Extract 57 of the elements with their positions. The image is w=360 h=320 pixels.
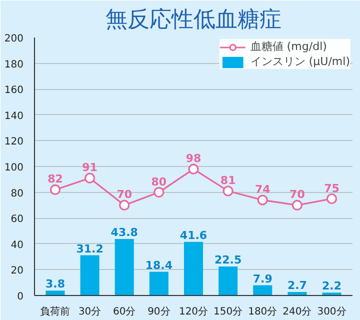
point <box>292 200 302 210</box>
x-tick-label: 180分 <box>248 306 278 318</box>
x-tick-label: 240分 <box>282 306 312 318</box>
point <box>50 184 61 196</box>
data-label: 22.5 <box>214 253 242 266</box>
bar <box>46 290 65 296</box>
data-label: 81 <box>220 174 236 188</box>
y-tick-label: 40 <box>10 240 24 251</box>
data-label: 31.2 <box>76 242 104 256</box>
y-tick-label: 180 <box>4 59 24 70</box>
data-label: 7.9 <box>252 272 272 286</box>
point <box>119 200 130 210</box>
x-tick-label: 30分 <box>78 306 102 318</box>
data-label: 98 <box>186 152 202 166</box>
y-tick-label: 160 <box>4 85 24 96</box>
y-tick-label: 120 <box>4 136 24 148</box>
y-tick-label: 60 <box>10 214 24 226</box>
legend-label: インスリン (μU/ml) <box>250 54 350 69</box>
point <box>326 193 338 204</box>
y-tick-label: 0 <box>17 292 24 302</box>
y-tick-label: 100 <box>4 162 24 174</box>
data-label: 18.4 <box>145 258 173 272</box>
x-tick-label: 120分 <box>178 306 208 318</box>
y-tick-label: 200 <box>4 34 24 44</box>
chart-title: 無反応性低血糖症 <box>106 8 282 32</box>
point <box>154 187 164 198</box>
data-label: 2.7 <box>287 279 307 292</box>
y-tick-label: 20 <box>10 266 24 277</box>
data-label: 82 <box>48 172 63 186</box>
x-tick-label: 150分 <box>214 306 243 318</box>
point <box>222 186 234 196</box>
data-label: 70 <box>290 188 306 202</box>
bar <box>184 242 204 296</box>
data-label: 43.8 <box>110 226 138 239</box>
point <box>188 164 199 174</box>
bar <box>253 285 272 296</box>
y-tick-label: 80 <box>10 188 24 200</box>
bar <box>218 266 238 296</box>
bar <box>80 255 100 296</box>
data-label: 2.2 <box>322 280 342 293</box>
y-tick-label: 140 <box>4 110 24 122</box>
x-tick-label: 60分 <box>113 306 136 318</box>
data-label: 70 <box>116 188 132 202</box>
data-label: 41.6 <box>180 228 208 242</box>
legend-label: 血糖値 (mg/dl) <box>250 39 327 54</box>
data-label: 91 <box>82 161 98 174</box>
x-tick-label: 300分 <box>317 306 346 318</box>
data-label: 75 <box>324 182 340 195</box>
data-label: 80 <box>151 175 167 188</box>
data-label: 3.8 <box>45 278 65 291</box>
x-tick-label: 負荷前 <box>40 306 70 318</box>
bar <box>114 239 134 296</box>
data-label: 74 <box>254 183 271 196</box>
point <box>257 194 268 206</box>
x-tick-label: 90分 <box>148 306 170 318</box>
point <box>84 172 96 184</box>
bar <box>149 272 168 296</box>
